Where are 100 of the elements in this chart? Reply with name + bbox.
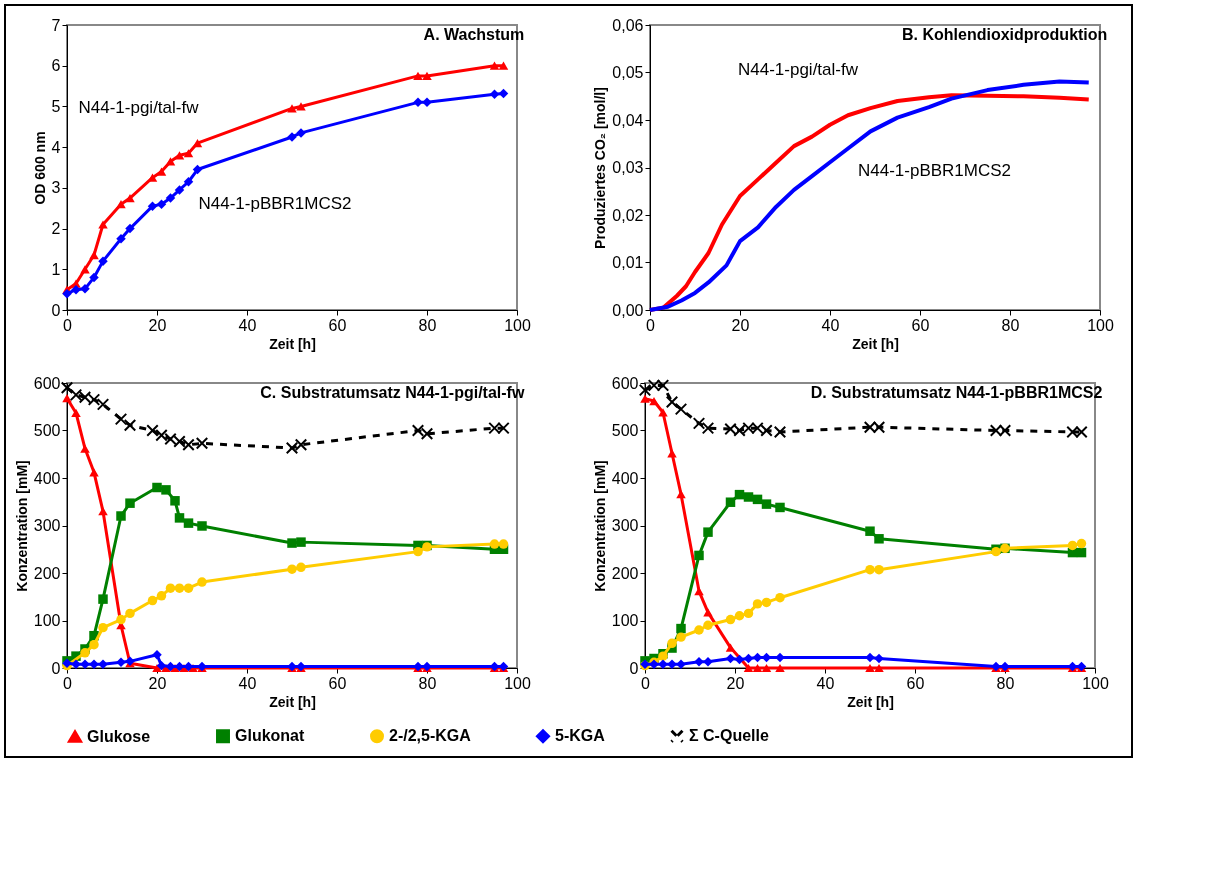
point <box>125 223 135 234</box>
x-tick-label: 0 <box>646 316 656 334</box>
x-tick-label: 80 <box>996 674 1015 692</box>
point <box>761 663 772 673</box>
y-axis-title: Konzentration [mM] <box>13 460 30 592</box>
point <box>161 485 171 495</box>
x-tick-label: 60 <box>328 674 347 692</box>
point <box>656 379 670 392</box>
point <box>98 507 108 516</box>
point <box>98 622 108 633</box>
point <box>87 393 101 406</box>
point <box>152 663 162 673</box>
point <box>638 383 652 397</box>
x-tick-label: 60 <box>328 316 347 334</box>
point <box>692 417 706 430</box>
point <box>743 653 754 664</box>
y-tick-label: 0,05 <box>612 64 644 81</box>
point <box>89 272 99 283</box>
x-tick-label: 0 <box>63 674 73 692</box>
point <box>183 583 194 593</box>
point <box>734 611 745 621</box>
point <box>725 497 736 507</box>
y-tick-label: 0 <box>51 659 61 677</box>
point <box>874 534 884 544</box>
y-tick-label: 200 <box>611 564 639 582</box>
point <box>649 396 659 406</box>
y-tick-label: 300 <box>33 517 61 534</box>
x-tick-label: 80 <box>1001 316 1020 334</box>
point <box>743 492 754 502</box>
point <box>147 201 158 211</box>
y-tick-label: 0 <box>629 659 639 677</box>
point <box>863 420 877 434</box>
y-tick-label: 0,06 <box>612 16 644 34</box>
y-tick-label: 2 <box>51 220 61 238</box>
point <box>156 591 167 601</box>
x-tick-label: 60 <box>906 674 925 692</box>
x-tick-label: 20 <box>731 316 750 334</box>
point <box>174 151 185 160</box>
point <box>116 511 126 521</box>
y-tick-label: 1 <box>51 260 61 278</box>
point <box>174 583 185 593</box>
point <box>422 97 432 108</box>
point <box>195 437 209 450</box>
point <box>1067 540 1078 551</box>
point <box>874 663 884 673</box>
point <box>114 412 128 426</box>
point <box>1076 547 1087 558</box>
point <box>183 149 194 158</box>
point <box>775 663 785 673</box>
point <box>865 652 875 663</box>
point <box>760 424 773 437</box>
point <box>413 546 423 557</box>
point <box>125 193 135 203</box>
point <box>174 513 185 523</box>
point <box>734 654 745 665</box>
point <box>1066 425 1079 439</box>
point <box>725 643 736 652</box>
point <box>164 432 177 446</box>
point <box>197 577 207 587</box>
y-tick-label: 400 <box>611 469 639 487</box>
x-tick-label: 20 <box>148 674 167 692</box>
point <box>287 104 297 113</box>
y-tick-label: 7 <box>51 16 61 34</box>
point <box>155 429 168 442</box>
x-tick-label: 60 <box>911 316 930 334</box>
point <box>173 435 186 448</box>
y-tick-label: 200 <box>33 564 61 582</box>
point <box>71 284 81 295</box>
x-tick-label: 0 <box>63 316 73 334</box>
point <box>170 496 180 506</box>
point <box>665 395 679 409</box>
point <box>674 402 688 416</box>
point <box>287 538 297 548</box>
point <box>413 97 423 108</box>
point <box>872 420 886 434</box>
x-tick-label: 80 <box>418 674 437 692</box>
point <box>152 482 162 493</box>
point <box>294 438 308 451</box>
point <box>146 424 159 437</box>
chart-title: D. Substratumsatz N44-1-pBBR1MCS2 <box>810 384 1103 401</box>
point <box>743 608 754 619</box>
point <box>489 89 500 99</box>
point <box>676 632 686 642</box>
x-tick-label: 40 <box>238 674 257 692</box>
x-axis-title: Zeit [h] <box>852 335 899 352</box>
point <box>123 419 137 432</box>
x-tick-label: 20 <box>148 316 167 334</box>
point <box>296 537 306 547</box>
point <box>89 250 99 260</box>
point <box>80 648 90 658</box>
point <box>197 521 207 531</box>
point <box>1076 538 1087 549</box>
point <box>62 394 72 403</box>
point <box>773 425 787 439</box>
y-tick-label: 100 <box>611 612 639 629</box>
point <box>998 424 1012 437</box>
x-tick-label: 40 <box>238 316 257 334</box>
point <box>761 499 772 509</box>
point <box>165 583 176 593</box>
point <box>498 88 509 99</box>
